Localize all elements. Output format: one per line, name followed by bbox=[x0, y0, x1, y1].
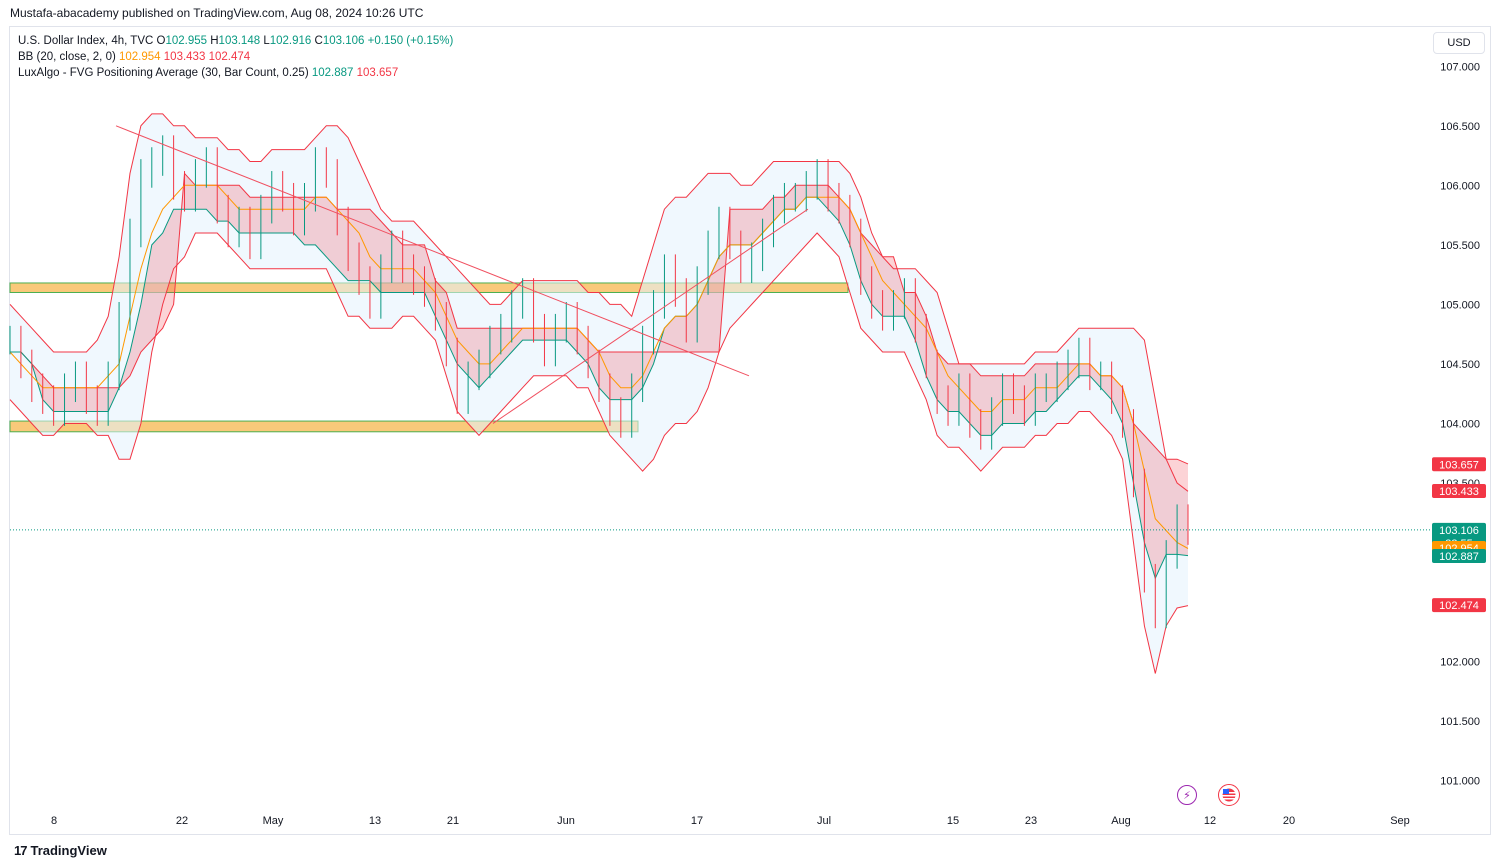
open-value: 102.955 bbox=[165, 35, 208, 47]
lightning-icon[interactable]: ⚡︎ bbox=[1177, 785, 1197, 805]
x-tick-label: Aug bbox=[1111, 815, 1131, 827]
x-tick-label: 21 bbox=[447, 815, 459, 827]
symbol-legend-row[interactable]: U.S. Dollar Index, 4h, TVC O102.955 H103… bbox=[18, 33, 453, 49]
bb-legend-row[interactable]: BB (20, close, 2, 0) 102.954 103.433 102… bbox=[18, 49, 453, 65]
publisher-header: Mustafa-abacademy published on TradingVi… bbox=[10, 6, 424, 20]
low-label: L bbox=[263, 35, 270, 47]
price-label-text: 102.887 bbox=[1439, 551, 1479, 563]
bb-upper-line bbox=[9, 113, 1189, 492]
x-tick-label: 15 bbox=[947, 815, 959, 827]
y-tick-label: 102.000 bbox=[1440, 657, 1480, 669]
x-tick-label: 17 bbox=[691, 815, 703, 827]
symbol-title: U.S. Dollar Index, 4h, TVC bbox=[18, 35, 154, 47]
x-tick-label: 12 bbox=[1204, 815, 1216, 827]
open-label: O bbox=[156, 35, 166, 47]
change-value: +0.150 (+0.15%) bbox=[367, 35, 454, 47]
y-tick-label: 104.000 bbox=[1440, 418, 1480, 430]
x-tick-label: 23 bbox=[1025, 815, 1037, 827]
x-tick-label: 13 bbox=[369, 815, 381, 827]
x-tick-label: 20 bbox=[1283, 815, 1295, 827]
price-label-box bbox=[1432, 483, 1486, 498]
trendline bbox=[492, 208, 809, 424]
low-value: 102.916 bbox=[269, 35, 312, 47]
fvg-legend-row[interactable]: LuxAlgo - FVG Positioning Average (30, B… bbox=[18, 65, 453, 81]
bb-upper-value: 103.433 bbox=[163, 51, 206, 63]
price-label-box bbox=[1432, 548, 1486, 563]
y-tick-label: 105.000 bbox=[1440, 299, 1480, 311]
x-tick-label: 8 bbox=[51, 815, 57, 827]
x-tick-label: 22 bbox=[176, 815, 188, 827]
bb-lower-line bbox=[9, 232, 1189, 674]
price-label-text: 102.474 bbox=[1439, 600, 1479, 612]
tradingview-logo[interactable]: 17 TradingView bbox=[14, 843, 107, 858]
fvg-bear-value: 103.657 bbox=[356, 67, 399, 79]
bb-basis-value: 102.954 bbox=[119, 51, 161, 63]
fvg-bull-value: 102.887 bbox=[311, 67, 354, 79]
tradingview-brand: TradingView bbox=[30, 843, 107, 858]
high-value: 103.148 bbox=[218, 35, 261, 47]
y-tick-label: 104.500 bbox=[1440, 359, 1480, 371]
x-tick-label: May bbox=[263, 815, 284, 827]
close-value: 103.106 bbox=[322, 35, 365, 47]
y-tick-label: 105.500 bbox=[1440, 240, 1480, 252]
price-label-text: 103.106 bbox=[1439, 525, 1479, 537]
bb-lower-value: 102.474 bbox=[208, 51, 251, 63]
bb-label: BB (20, close, 2, 0) bbox=[18, 51, 116, 63]
y-tick-label: 101.500 bbox=[1440, 716, 1480, 728]
y-tick-label: 101.000 bbox=[1440, 776, 1480, 788]
price-label-box bbox=[1432, 598, 1486, 613]
x-tick-label: Jun bbox=[557, 815, 575, 827]
us-flag-icon[interactable] bbox=[1218, 784, 1240, 806]
y-tick-label: 107.000 bbox=[1440, 61, 1480, 73]
price-label-text: 103.657 bbox=[1439, 459, 1479, 471]
x-tick-label: Jul bbox=[817, 815, 831, 827]
high-label: H bbox=[210, 35, 219, 47]
y-tick-label: 106.500 bbox=[1440, 121, 1480, 133]
chart-legend: U.S. Dollar Index, 4h, TVC O102.955 H103… bbox=[18, 33, 453, 81]
x-tick-label: Sep bbox=[1390, 815, 1410, 827]
currency-button[interactable]: USD bbox=[1433, 32, 1485, 54]
price-label-box bbox=[1432, 457, 1486, 472]
price-label-text: 103.433 bbox=[1439, 486, 1479, 498]
fvg-label: LuxAlgo - FVG Positioning Average (30, B… bbox=[18, 67, 309, 79]
close-label: C bbox=[314, 35, 323, 47]
y-tick-label: 106.000 bbox=[1440, 180, 1480, 192]
tradingview-logo-icon: 17 bbox=[14, 843, 28, 858]
trendline bbox=[115, 125, 750, 377]
